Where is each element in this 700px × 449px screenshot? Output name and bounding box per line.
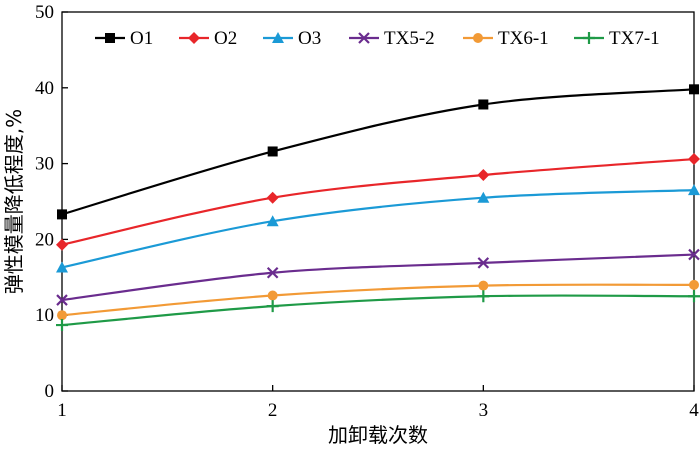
data-point-tx5-2	[56, 294, 68, 306]
x-tick-label: 4	[689, 400, 699, 421]
data-point-tx7-1	[688, 290, 700, 303]
series-tx5-2	[56, 248, 700, 306]
y-tick-label: 30	[35, 154, 54, 175]
legend-item-tx7-1: TX7-1	[574, 28, 660, 49]
axes: 0 10 20 30 40 50 1 2 3 4	[35, 2, 699, 421]
series-o2	[56, 153, 700, 251]
plot-frame	[61, 11, 695, 392]
series-tx6-1	[57, 279, 699, 321]
data-point-tx7-1	[56, 319, 68, 332]
legend-label: O3	[298, 28, 321, 49]
data-point-o1	[478, 99, 489, 110]
y-axis-title: 弹性模量降低程度,%	[2, 109, 26, 294]
data-point-o2	[477, 168, 490, 181]
series-tx7-1	[56, 290, 700, 332]
y-tick-label: 0	[45, 381, 55, 402]
y-tick-label: 40	[35, 78, 54, 99]
legend-item-o2: O2	[179, 28, 237, 49]
series-line-o3	[61, 189, 695, 269]
data-point-tx6-1	[689, 279, 699, 290]
legend-label: O1	[130, 28, 153, 49]
series-line-tx7-1	[61, 294, 695, 327]
series-layer	[56, 84, 700, 332]
series-line-o2	[61, 157, 695, 246]
legend-marker	[473, 33, 483, 43]
data-point-o3	[56, 261, 68, 273]
data-point-o2	[688, 153, 700, 166]
legend: O1 O2 O3 TX5-2 TX6-1 TX7-1	[95, 28, 660, 49]
series-o3	[56, 184, 700, 273]
legend-marker	[358, 32, 370, 44]
series-line-o1	[61, 88, 695, 216]
legend-item-o3: O3	[263, 28, 321, 49]
data-point-tx6-1	[267, 290, 278, 301]
x-tick-label: 2	[268, 400, 278, 421]
legend-marker	[272, 32, 284, 43]
series-line-tx5-2	[61, 253, 695, 302]
data-point-tx6-1	[57, 310, 67, 321]
data-point-tx5-2	[477, 257, 490, 269]
data-point-o3	[688, 184, 700, 196]
legend-marker	[105, 33, 115, 43]
x-tick-label: 3	[479, 400, 489, 421]
series-o1	[57, 84, 699, 220]
x-axis-title: 加卸载次数	[328, 423, 428, 447]
legend-label: TX6-1	[498, 28, 549, 49]
legend-item-tx6-1: TX6-1	[463, 28, 549, 49]
data-point-tx5-2	[688, 248, 700, 261]
data-point-tx5-2	[266, 266, 279, 279]
legend-item-tx5-2: TX5-2	[349, 28, 435, 49]
legend-item-o1: O1	[95, 28, 153, 49]
data-point-o3	[266, 215, 279, 227]
data-point-o1	[689, 84, 699, 95]
data-point-tx7-1	[477, 290, 490, 303]
data-point-tx6-1	[478, 280, 489, 291]
data-point-o3	[477, 191, 490, 203]
x-tick-label: 1	[57, 400, 67, 421]
legend-label: TX7-1	[609, 28, 660, 49]
data-point-o1	[57, 209, 67, 220]
y-tick-label: 20	[35, 229, 54, 250]
legend-label: O2	[214, 28, 237, 49]
legend-marker	[583, 32, 595, 44]
legend-marker	[188, 32, 200, 44]
data-point-tx7-1	[266, 300, 279, 313]
data-point-o1	[267, 146, 278, 157]
series-line-tx6-1	[61, 283, 695, 317]
y-tick-label: 10	[35, 305, 54, 326]
data-point-o2	[56, 238, 68, 251]
data-point-o2	[266, 191, 279, 204]
y-tick-label: 50	[35, 2, 54, 23]
legend-label: TX5-2	[384, 28, 435, 49]
